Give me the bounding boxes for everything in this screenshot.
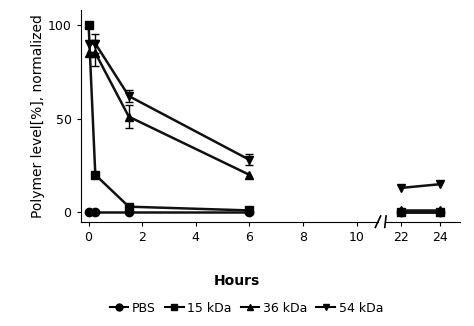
Y-axis label: Polymer level[%], normalized: Polymer level[%], normalized [31, 14, 45, 218]
Text: Hours: Hours [214, 274, 260, 288]
Legend: PBS, 15 kDa, 36 kDa, 54 kDa: PBS, 15 kDa, 36 kDa, 54 kDa [105, 297, 388, 320]
